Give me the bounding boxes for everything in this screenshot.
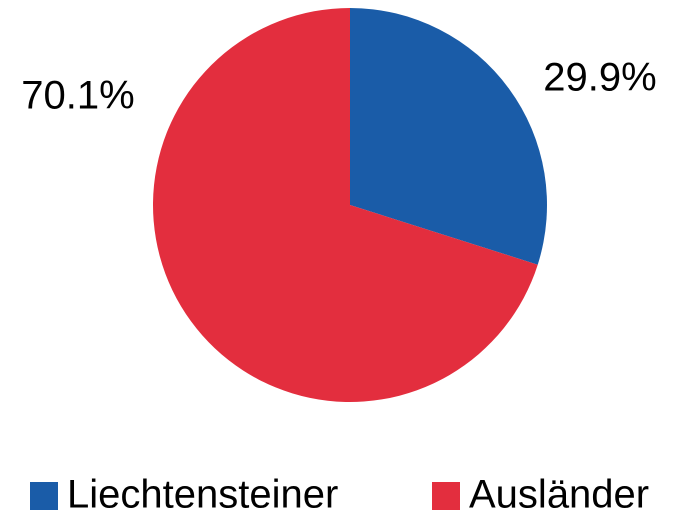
legend-label: Liechtensteiner [67, 473, 338, 517]
legend-swatch [30, 482, 58, 510]
pie-slice [153, 8, 538, 402]
data-label: 29.9% [543, 56, 656, 100]
pie-slice [350, 8, 547, 265]
legend-swatch [432, 482, 460, 510]
data-label: 70.1% [21, 74, 134, 118]
legend-label: Ausländer [469, 473, 649, 517]
